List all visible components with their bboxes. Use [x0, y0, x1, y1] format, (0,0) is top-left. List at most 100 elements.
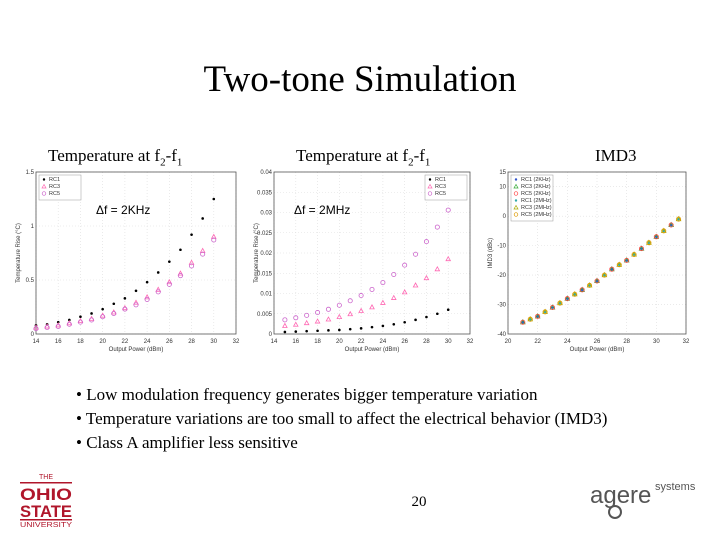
data-point — [304, 312, 310, 318]
data-point — [423, 239, 429, 245]
x-tick-label: 20 — [99, 339, 106, 345]
data-point — [436, 312, 439, 316]
x-axis-label: Output Power (dBm) — [570, 347, 625, 353]
data-point — [380, 280, 386, 286]
y-tick-label: 0.03 — [260, 211, 272, 217]
plot3-caption: IMD3 — [595, 146, 637, 165]
y-tick-label: 0.01 — [260, 292, 272, 298]
data-point — [189, 263, 195, 269]
data-point — [557, 299, 563, 306]
data-point — [166, 281, 172, 287]
data-point — [358, 307, 364, 313]
data-point — [100, 314, 106, 320]
x-tick-label: 26 — [594, 339, 601, 345]
data-point — [56, 320, 60, 324]
data-point — [201, 217, 204, 220]
data-point — [425, 315, 428, 319]
data-point — [133, 299, 139, 305]
legend-label: RC5 — [49, 191, 60, 197]
plot2-caption: Temperature at f2-f1 — [296, 146, 431, 169]
data-point — [446, 308, 450, 311]
legend-marker — [513, 191, 519, 196]
data-point — [434, 265, 441, 272]
data-point — [445, 255, 452, 262]
data-point — [534, 313, 541, 319]
data-point — [177, 270, 184, 276]
y-tick-label: 0.025 — [257, 231, 273, 237]
data-point — [144, 294, 150, 300]
legend-label: RC3 — [435, 184, 446, 190]
page-number: 20 — [411, 494, 427, 510]
data-point — [305, 329, 308, 333]
legend-marker — [428, 178, 432, 181]
x-tick-label: 26 — [401, 339, 408, 345]
y-tick-label: 0.02 — [260, 251, 272, 257]
x-tick-label: 16 — [292, 339, 299, 345]
data-point — [564, 296, 570, 302]
data-point — [391, 271, 397, 277]
legend-label: RC1 — [435, 177, 446, 183]
data-point — [101, 307, 104, 311]
data-point — [380, 299, 386, 305]
data-point — [653, 233, 660, 239]
legend-label: RC5 (2KHz) — [521, 191, 551, 197]
chart-imd3: 20 22 24 26 28 30 32 -40 -30 -20 -10 0 10 15 Output Po… — [484, 166, 694, 354]
x-tick-label: 22 — [358, 339, 365, 345]
data-point — [190, 233, 193, 236]
data-point — [601, 271, 608, 278]
y-tick-label: 0 — [503, 214, 507, 220]
data-point — [68, 318, 71, 322]
data-point — [55, 323, 61, 329]
data-point — [661, 228, 667, 234]
data-point — [676, 216, 682, 222]
data-point — [358, 293, 364, 299]
x-axis-label: Output Power (dBm) — [345, 347, 400, 353]
svg-text:agere: agere — [590, 482, 651, 509]
data-point — [668, 222, 674, 228]
data-point — [579, 287, 585, 293]
x-tick-label: 18 — [314, 339, 321, 345]
x-tick-label: 32 — [683, 339, 690, 345]
data-point — [519, 318, 526, 325]
y-tick-label: 0.015 — [257, 271, 273, 277]
data-point — [144, 296, 150, 302]
data-point — [402, 262, 408, 268]
data-point — [660, 227, 667, 233]
data-point — [403, 320, 406, 324]
data-point — [212, 197, 216, 201]
x-tick-label: 30 — [445, 339, 452, 345]
data-point — [325, 306, 331, 312]
x-tick-label: 32 — [467, 339, 474, 345]
chart-temperature-2mhz: 14 16 18 20 22 24 26 28 30 32 0 0.005 0.01 0.015 0.02 0… — [252, 166, 477, 354]
y-tick-label: 0.035 — [257, 190, 273, 196]
y-axis-label: IMD3 (dBc) — [488, 238, 494, 268]
data-point — [390, 294, 397, 300]
bullet-item: • Class A amplifier less sensitive — [76, 433, 298, 452]
slide-title: Two-tone Simulation — [203, 59, 517, 100]
data-point — [294, 330, 298, 333]
y-tick-label: 10 — [499, 185, 506, 191]
data-point — [542, 309, 548, 315]
data-point — [653, 234, 659, 240]
legend-label: RC3 (2MHz) — [521, 205, 552, 211]
data-point — [338, 328, 341, 332]
legend-marker — [513, 204, 519, 210]
chart-annotation: Δf = 2MHz — [294, 203, 350, 217]
data-point — [210, 233, 217, 239]
data-point — [638, 245, 645, 251]
data-point — [112, 302, 116, 306]
data-point — [392, 322, 396, 326]
data-point — [623, 257, 630, 263]
data-point — [316, 329, 319, 333]
data-point — [111, 310, 117, 316]
x-tick-label: 28 — [188, 339, 195, 345]
data-point — [609, 266, 615, 272]
y-axis-label: Temperature Rise (°C) — [254, 223, 260, 283]
x-tick-label: 24 — [144, 339, 151, 345]
data-point — [434, 224, 440, 230]
svg-text:systems: systems — [655, 481, 696, 493]
chart-temperature-2khz: 14 16 18 20 22 24 26 28 30 32 0 0.5 1 1.5 Output Power… — [8, 166, 248, 354]
data-point — [177, 273, 183, 279]
data-point — [557, 300, 563, 306]
data-point — [572, 291, 578, 297]
